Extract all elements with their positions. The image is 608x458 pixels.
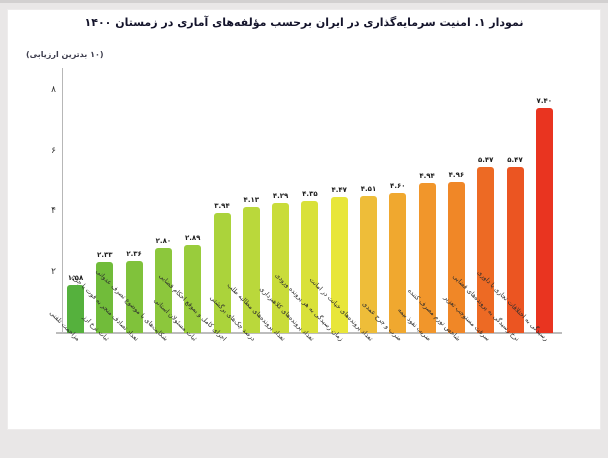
bar: [389, 193, 407, 333]
bar: [506, 166, 524, 333]
bar: [242, 207, 260, 333]
chart-subtitle: (۱۰ بدترین ارزیابی): [26, 50, 104, 59]
bar: [184, 245, 202, 333]
bar-value-label: ۲.۸۹: [184, 234, 201, 243]
y-tick-label: ۲: [51, 267, 56, 278]
bar: [447, 182, 465, 333]
bar: [67, 284, 84, 333]
bar-value-label: ۵.۴۷: [507, 155, 523, 164]
bar-value-label: ۲.۳۶: [126, 250, 142, 259]
y-tick-label: ۴: [51, 206, 56, 217]
x-axis: [56, 332, 562, 334]
bar: [96, 262, 114, 333]
chart-title: نمودار ۱. امنیت سرمایه‌گذاری در ایران بر…: [84, 16, 524, 29]
bar-value-label: ۴.۳۵: [302, 189, 318, 198]
bar-value-label: ۳.۹۴: [214, 202, 230, 211]
bar: [418, 182, 436, 333]
bar-value-label: ۴.۶۰: [390, 182, 406, 191]
bar: [360, 195, 377, 333]
bar-value-label: ۴.۲۹: [272, 191, 289, 200]
bar-value-label: ۱.۵۸: [67, 273, 84, 282]
bar-value-label: ۷.۴۰: [536, 97, 553, 106]
bar: [535, 108, 553, 333]
bar: [272, 202, 290, 333]
bar-value-label: ۴.۴۷: [331, 186, 347, 195]
bar-value-label: ۴.۵۱: [360, 184, 377, 193]
bar: [213, 213, 231, 333]
bar-value-label: ۴.۹۴: [419, 171, 435, 180]
bar: [330, 197, 348, 333]
bar: [154, 247, 172, 333]
bar-value-label: ۴.۱۳: [243, 196, 260, 205]
bar: [477, 166, 495, 333]
y-tick-label: ۸: [51, 84, 56, 95]
bar-value-label: ۴.۹۶: [448, 171, 465, 180]
bar-value-label: ۲.۳۳: [97, 251, 113, 260]
bar: [125, 261, 143, 333]
y-axis: [62, 68, 63, 333]
bar-value-label: ۵.۴۷: [477, 155, 494, 164]
bar: [301, 200, 319, 333]
bar-value-label: ۲.۸۰: [155, 236, 172, 245]
y-tick-label: ۶: [51, 145, 56, 156]
